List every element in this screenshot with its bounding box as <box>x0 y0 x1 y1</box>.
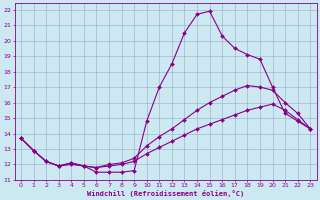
X-axis label: Windchill (Refroidissement éolien,°C): Windchill (Refroidissement éolien,°C) <box>87 190 244 197</box>
